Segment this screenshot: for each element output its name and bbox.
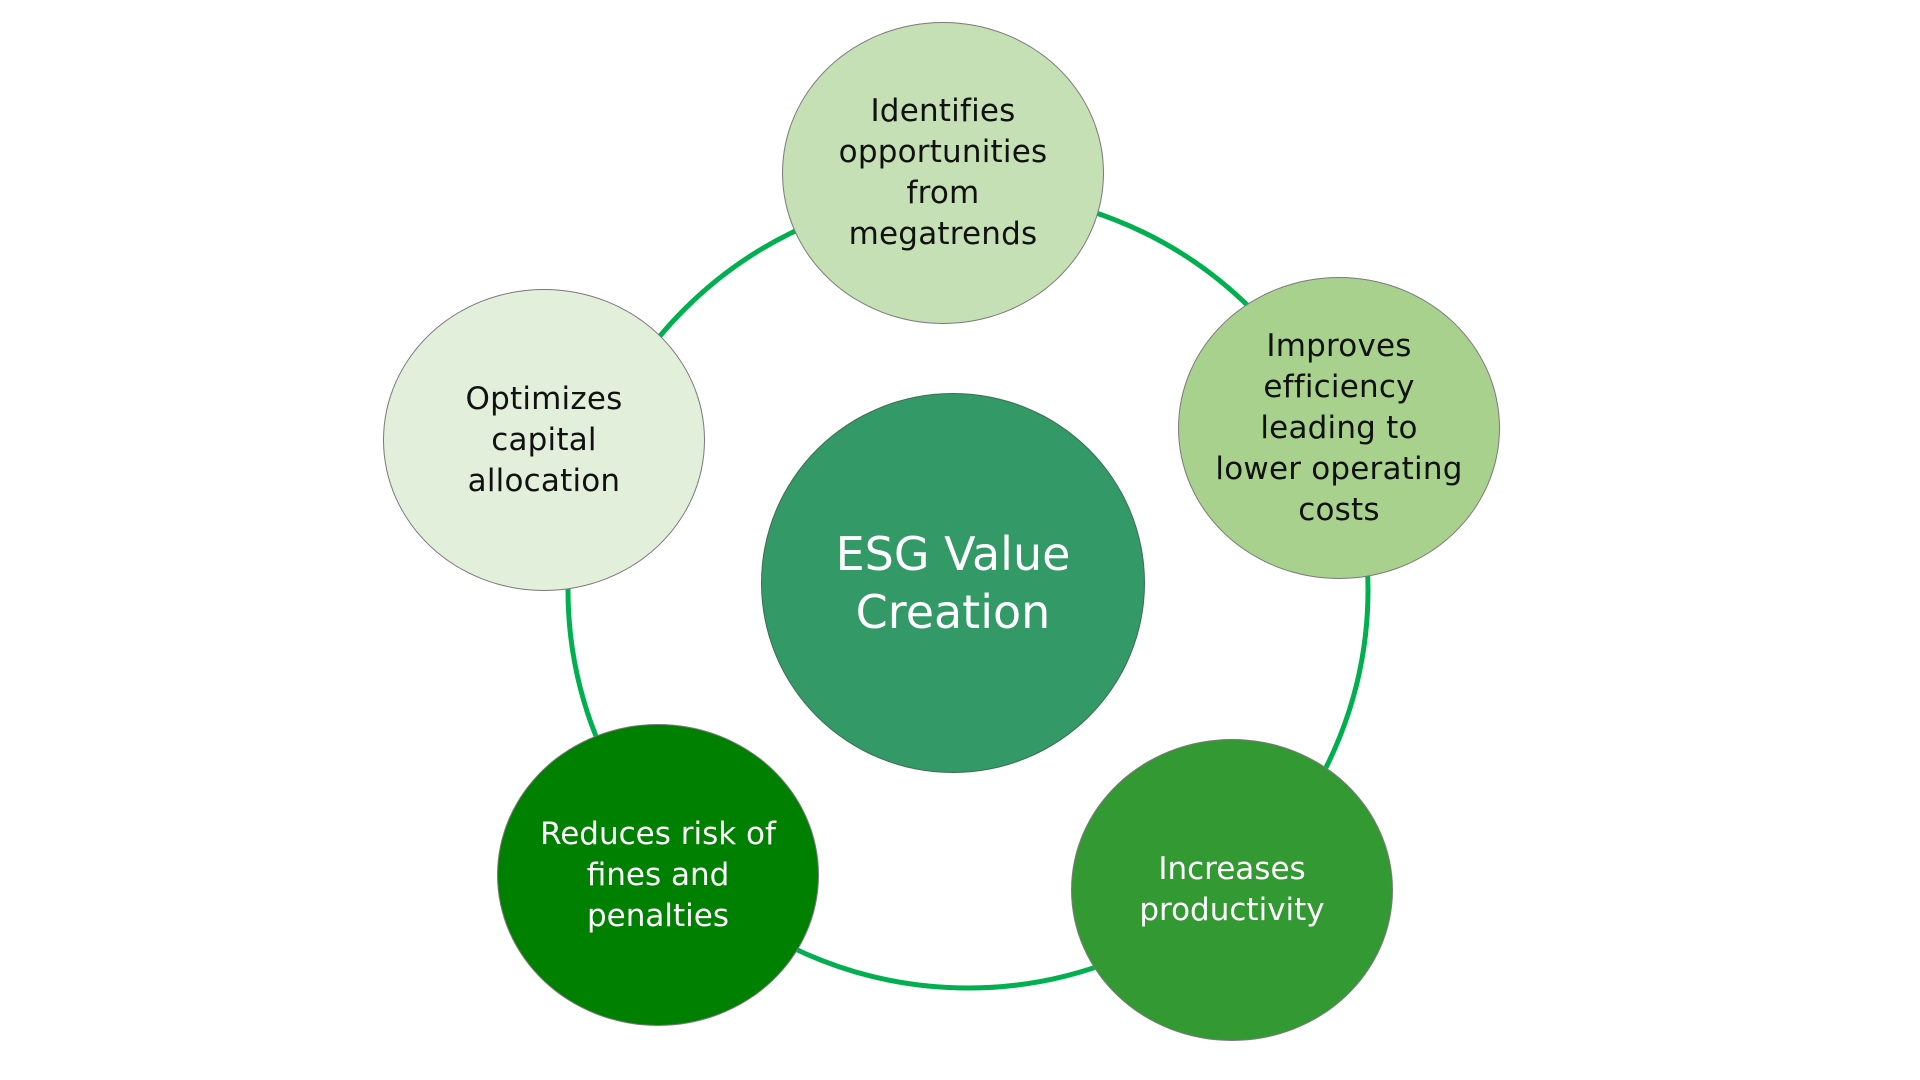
node-reduces-risk: Reduces risk of fines and penalties bbox=[497, 724, 819, 1026]
center-node: ESG Value Creation bbox=[761, 393, 1145, 773]
node-identifies-opportunities: Identifies opportunities from megatrends bbox=[782, 22, 1104, 324]
node-improves-efficiency: Improves efficiency leading to lower ope… bbox=[1178, 277, 1500, 579]
node-label: Identifies opportunities from megatrends bbox=[838, 93, 1048, 252]
node-label: Improves efficiency leading to lower ope… bbox=[1215, 327, 1463, 528]
center-title: ESG Value Creation bbox=[835, 527, 1071, 639]
node-label: Increases productivity bbox=[1139, 851, 1325, 928]
node-label: Optimizes capital allocation bbox=[465, 380, 623, 499]
node-optimizes-capital: Optimizes capital allocation bbox=[383, 289, 705, 591]
node-increases-productivity: Increases productivity bbox=[1071, 739, 1393, 1041]
node-label: Reduces risk of fines and penalties bbox=[540, 815, 776, 934]
